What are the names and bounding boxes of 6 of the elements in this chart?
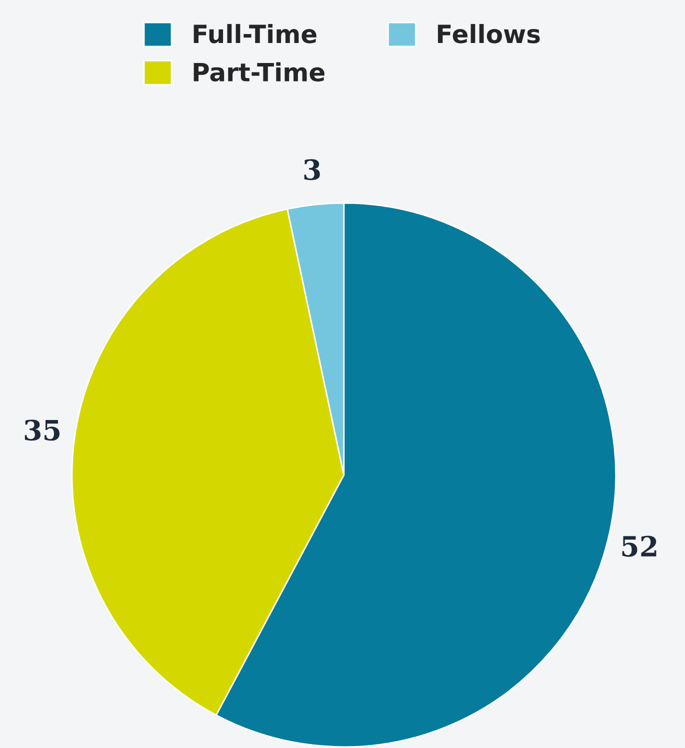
legend-label: Part-Time	[194, 62, 324, 82]
data-label: 52	[622, 536, 656, 557]
data-label: 3	[304, 159, 320, 180]
legend-label: Fellows	[438, 24, 540, 44]
data-label: 35	[24, 420, 60, 441]
legend-label: Full-Time	[194, 24, 316, 44]
